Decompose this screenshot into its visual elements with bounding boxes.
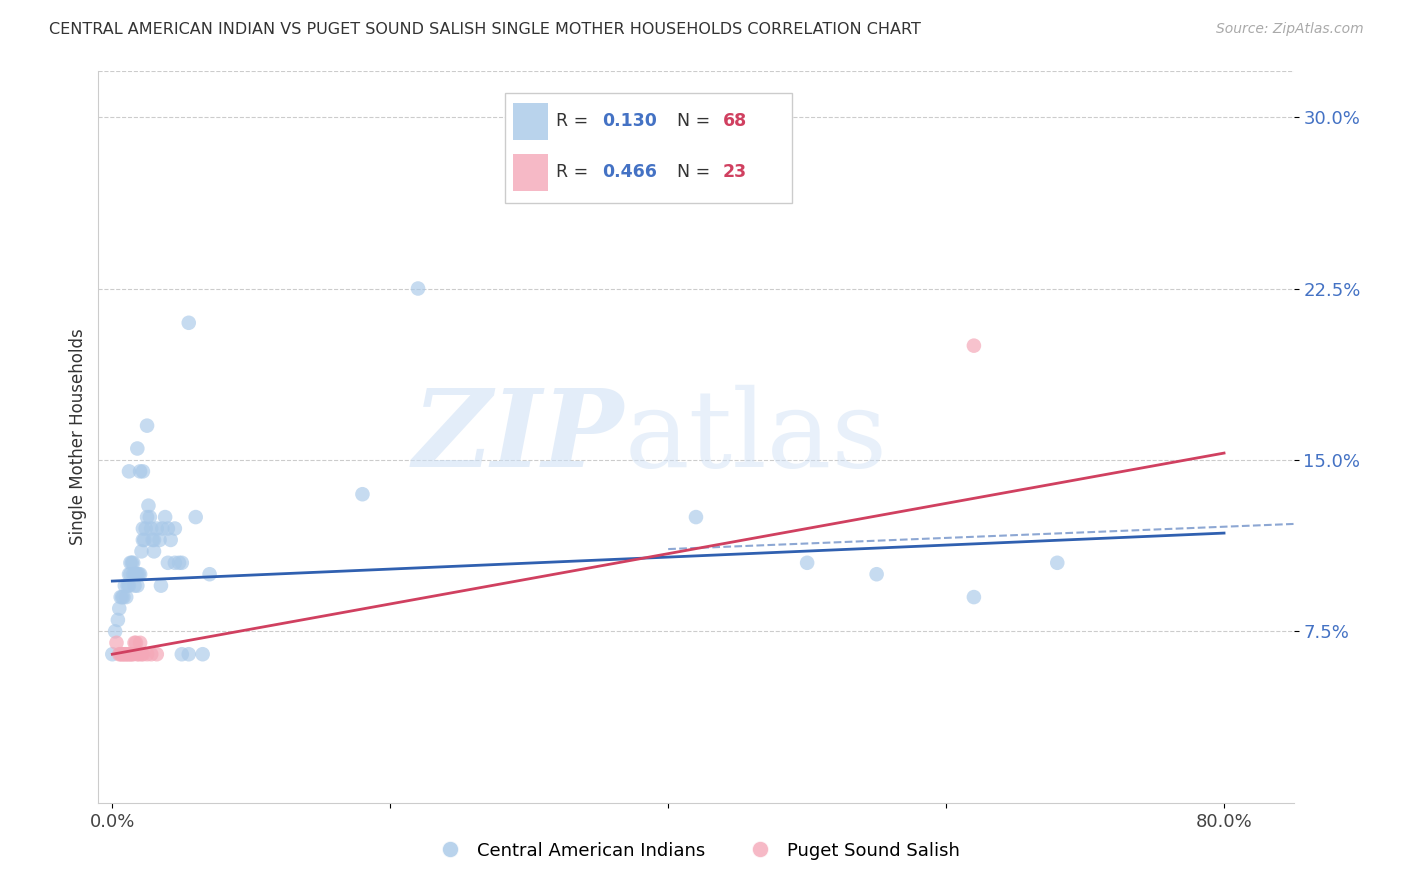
Point xyxy=(118,464,141,478)
Point xyxy=(170,647,193,661)
Point xyxy=(120,567,142,582)
Point xyxy=(148,533,170,547)
Point xyxy=(177,316,200,330)
Point xyxy=(127,442,149,456)
Point xyxy=(112,647,135,661)
Point xyxy=(124,567,146,582)
Point xyxy=(352,487,374,501)
Y-axis label: Single Mother Households: Single Mother Households xyxy=(69,329,87,545)
Text: ZIP: ZIP xyxy=(413,384,624,490)
Point xyxy=(118,567,141,582)
Legend: Central American Indians, Puget Sound Salish: Central American Indians, Puget Sound Sa… xyxy=(425,835,967,867)
Point xyxy=(129,464,152,478)
Point xyxy=(111,647,134,661)
Point xyxy=(139,510,162,524)
Point xyxy=(131,544,153,558)
Point xyxy=(128,567,150,582)
Point xyxy=(163,521,186,535)
Point xyxy=(114,579,136,593)
Point xyxy=(136,510,159,524)
Point xyxy=(118,579,141,593)
Point xyxy=(177,647,200,661)
Point xyxy=(101,647,124,661)
Point xyxy=(159,533,181,547)
Point xyxy=(108,601,131,615)
Point xyxy=(191,647,214,661)
Point xyxy=(120,556,142,570)
Point xyxy=(122,647,145,661)
Point xyxy=(117,579,139,593)
Point xyxy=(156,521,179,535)
Point xyxy=(198,567,221,582)
Point xyxy=(1046,556,1069,570)
Point xyxy=(141,647,163,661)
Point xyxy=(134,533,156,547)
Point xyxy=(150,521,173,535)
Point xyxy=(127,579,149,593)
Point xyxy=(121,556,143,570)
Point xyxy=(129,636,152,650)
Point xyxy=(111,590,134,604)
Point xyxy=(146,521,169,535)
Point xyxy=(146,647,169,661)
Point xyxy=(132,533,155,547)
Point xyxy=(184,510,207,524)
Point xyxy=(121,647,143,661)
Point xyxy=(127,647,149,661)
Point xyxy=(153,510,176,524)
Point xyxy=(142,533,165,547)
Point xyxy=(796,556,818,570)
Point xyxy=(132,464,155,478)
Point xyxy=(127,567,149,582)
Point xyxy=(149,579,172,593)
Point xyxy=(117,647,139,661)
Point xyxy=(143,533,166,547)
Point xyxy=(135,521,157,535)
Point xyxy=(110,590,132,604)
Point xyxy=(167,556,190,570)
Point xyxy=(125,567,148,582)
Point xyxy=(107,613,129,627)
Point xyxy=(112,590,135,604)
Point xyxy=(546,121,568,136)
Text: Source: ZipAtlas.com: Source: ZipAtlas.com xyxy=(1216,22,1364,37)
Point xyxy=(104,624,127,639)
Point xyxy=(131,647,153,661)
Point xyxy=(156,556,179,570)
Point xyxy=(105,636,128,650)
Point xyxy=(132,647,155,661)
Point xyxy=(120,647,142,661)
Text: atlas: atlas xyxy=(624,384,887,490)
Point xyxy=(141,521,163,535)
Point xyxy=(865,567,887,582)
Point xyxy=(122,567,145,582)
Point xyxy=(685,510,707,524)
Point xyxy=(115,590,138,604)
Point xyxy=(124,636,146,650)
Point xyxy=(963,590,986,604)
Point xyxy=(138,499,160,513)
Point xyxy=(114,647,136,661)
Point xyxy=(963,338,986,352)
Point xyxy=(170,556,193,570)
Point xyxy=(163,556,186,570)
Point xyxy=(118,647,141,661)
Point xyxy=(108,647,131,661)
Point xyxy=(129,567,152,582)
Point xyxy=(110,647,132,661)
Point xyxy=(128,647,150,661)
Point xyxy=(124,579,146,593)
Point xyxy=(115,647,138,661)
Point xyxy=(136,647,159,661)
Point xyxy=(132,521,155,535)
Point xyxy=(136,418,159,433)
Point xyxy=(122,556,145,570)
Text: CENTRAL AMERICAN INDIAN VS PUGET SOUND SALISH SINGLE MOTHER HOUSEHOLDS CORRELATI: CENTRAL AMERICAN INDIAN VS PUGET SOUND S… xyxy=(49,22,921,37)
Point xyxy=(406,281,429,295)
Point xyxy=(143,544,166,558)
Point xyxy=(125,636,148,650)
